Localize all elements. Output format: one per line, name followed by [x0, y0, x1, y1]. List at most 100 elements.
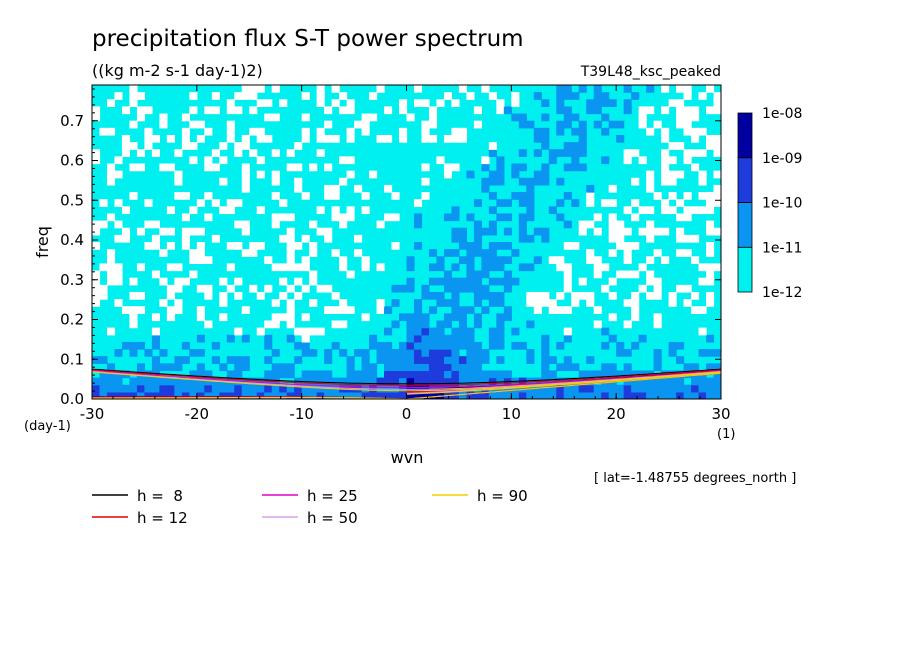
heatmap-cell — [241, 356, 250, 364]
heatmap-cell — [421, 284, 430, 293]
heatmap-cell — [443, 299, 453, 307]
heatmap-cell — [503, 242, 512, 250]
heatmap-cell — [196, 384, 205, 393]
heatmap-cell — [481, 377, 490, 386]
heatmap-cell — [196, 349, 205, 357]
heatmap-cell — [286, 149, 295, 157]
heatmap-cell — [189, 106, 198, 115]
heatmap-cell — [533, 149, 542, 157]
heatmap-cell — [226, 391, 235, 399]
heatmap-cell — [279, 277, 288, 286]
heatmap-cell — [129, 313, 138, 322]
heatmap-cell — [354, 370, 363, 379]
heatmap-cell — [271, 192, 280, 200]
heatmap-cell — [264, 256, 273, 265]
heatmap-cell — [159, 384, 168, 393]
heatmap-cell — [676, 113, 685, 122]
heatmap-cell — [129, 349, 138, 357]
heatmap-cell — [241, 384, 250, 393]
y-tick-label: 0.5 — [60, 191, 84, 209]
heatmap-cell — [406, 349, 415, 357]
heatmap-cell — [226, 206, 235, 215]
heatmap-cell — [339, 256, 348, 265]
heatmap-cell — [144, 106, 153, 115]
heatmap-cell — [473, 291, 482, 300]
heatmap-cell — [271, 263, 280, 272]
heatmap-cell — [369, 341, 378, 350]
heatmap-cell — [556, 306, 565, 314]
heatmap-cell — [121, 206, 131, 215]
heatmap-cell — [443, 341, 453, 350]
heatmap-cell — [436, 334, 445, 343]
heatmap-cell — [496, 327, 505, 336]
heatmap-cell — [563, 356, 572, 364]
heatmap-cell — [668, 177, 677, 186]
heatmap-cell — [151, 334, 160, 343]
heatmap-cell — [623, 249, 632, 257]
heatmap-cell — [541, 234, 550, 243]
heatmap-cell — [428, 334, 438, 343]
heatmap-cell — [556, 341, 565, 350]
heatmap-cell — [331, 377, 340, 386]
heatmap-cell — [136, 306, 146, 314]
heatmap-cell — [204, 127, 213, 136]
heatmap-cell — [458, 242, 468, 250]
heatmap-cell — [324, 391, 333, 399]
heatmap-cell — [136, 363, 146, 372]
heatmap-cell — [608, 184, 617, 193]
heatmap-cell — [451, 391, 460, 399]
heatmap-cell — [241, 92, 250, 100]
heatmap-cell — [541, 334, 550, 343]
heatmap-cell — [316, 99, 325, 108]
heatmap-cell — [181, 341, 190, 350]
heatmap-cell — [166, 377, 175, 386]
heatmap-cell — [623, 227, 632, 236]
heatmap-cell — [571, 391, 580, 399]
heatmap-cell — [92, 284, 101, 293]
heatmap-cell — [166, 263, 175, 272]
heatmap-cell — [458, 377, 468, 386]
heatmap-cell — [406, 327, 415, 336]
heatmap-cell — [548, 391, 557, 399]
heatmap-cell — [264, 370, 273, 379]
heatmap-cell — [92, 356, 101, 364]
heatmap-cell — [413, 327, 423, 336]
heatmap-cell — [346, 213, 355, 222]
heatmap-cell — [166, 134, 175, 143]
heatmap-cell — [92, 299, 101, 307]
heatmap-cell — [586, 356, 595, 364]
heatmap-cell — [106, 377, 116, 386]
heatmap-cell — [241, 249, 250, 257]
heatmap-cell — [301, 234, 310, 243]
heatmap-cell — [653, 291, 662, 300]
heatmap-cell — [533, 291, 542, 300]
heatmap-cell — [586, 370, 595, 379]
heatmap-cell — [354, 120, 363, 129]
heatmap-cell — [706, 391, 715, 399]
heatmap-cell — [234, 370, 243, 379]
heatmap-cell — [316, 327, 325, 336]
heatmap-cell — [294, 384, 303, 393]
heatmap-cell — [316, 227, 325, 236]
heatmap-cell — [301, 313, 310, 322]
heatmap-cell — [406, 370, 415, 379]
heatmap-cell — [144, 391, 153, 399]
heatmap-cell — [144, 349, 153, 357]
heatmap-cell — [518, 177, 527, 186]
heatmap-cell — [114, 391, 123, 399]
heatmap-cell — [466, 391, 475, 399]
heatmap-cell — [346, 99, 355, 108]
heatmap-cell — [601, 391, 610, 399]
heatmap-cell — [369, 370, 378, 379]
heatmap-cell — [661, 199, 670, 207]
heatmap-cell — [466, 341, 475, 350]
heatmap-cell — [691, 234, 700, 243]
heatmap-cell — [571, 92, 580, 100]
heatmap-cell — [503, 306, 512, 314]
heatmap-cell — [196, 313, 205, 322]
heatmap-cell — [309, 277, 318, 286]
heatmap-cell — [713, 192, 721, 200]
heatmap-cell — [181, 277, 190, 286]
heatmap-cell — [391, 363, 400, 372]
heatmap-cell — [676, 356, 685, 364]
